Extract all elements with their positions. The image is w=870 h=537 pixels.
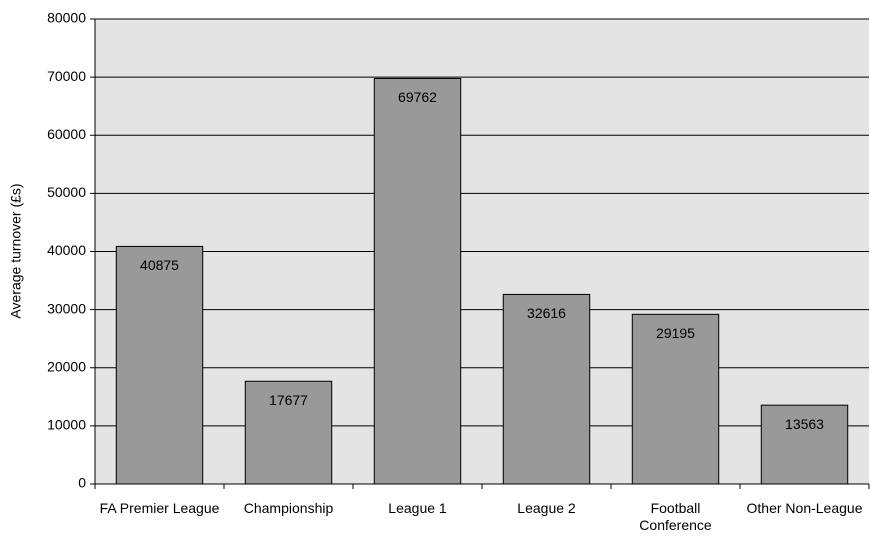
x-tick-label: Championship [243,500,334,516]
x-tick-label: FA Premier League [99,500,220,516]
y-tick-label: 40000 [47,242,86,258]
y-axis-label: Average turnover (£s) [8,183,24,318]
x-tick-label: League 1 [388,500,447,516]
y-tick-label: 80000 [47,10,86,26]
value-label: 69762 [398,89,437,105]
y-tick-label: 50000 [47,184,86,200]
y-tick-label: 0 [78,475,86,491]
value-label: 17677 [269,392,308,408]
y-tick-label: 60000 [47,126,86,142]
value-label: 32616 [527,305,566,321]
bar [115,245,204,485]
x-tick-label: League 2 [517,500,576,516]
bar [373,78,462,485]
bar [502,293,591,485]
value-label: 40875 [140,257,179,273]
y-tick-label: 20000 [47,358,86,374]
y-tick-label: 30000 [47,300,86,316]
x-tick-label: Football Conference [639,500,712,533]
value-label: 13563 [785,416,824,432]
y-tick-label: 10000 [47,417,86,433]
x-tick-label: Other Non-League [746,500,863,516]
bar [760,404,849,485]
value-label: 29195 [656,325,695,341]
y-tick-label: 70000 [47,68,86,84]
